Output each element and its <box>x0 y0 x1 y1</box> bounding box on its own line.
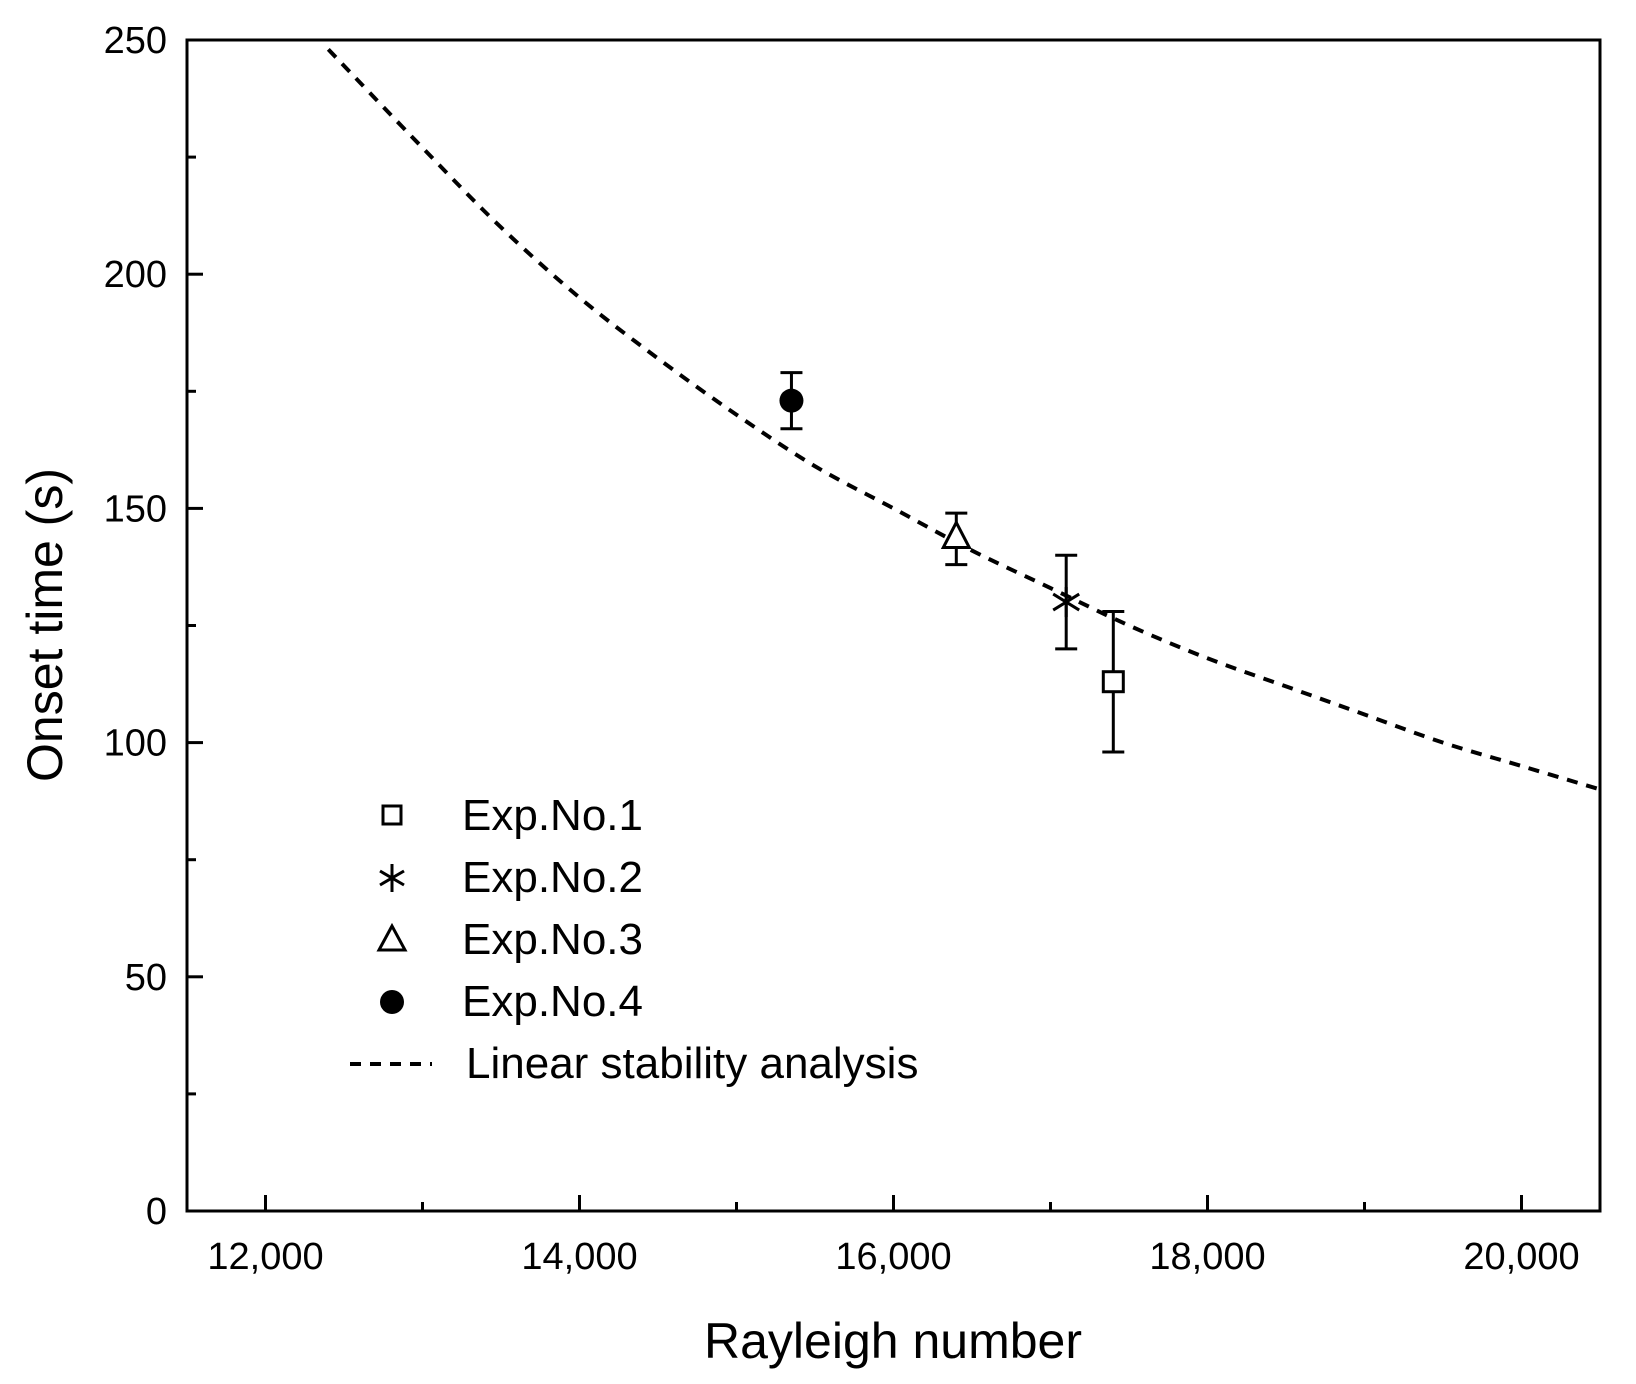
linear-stability-curve <box>326 47 1601 792</box>
y-tick-label: 50 <box>125 957 167 999</box>
data-point-Exp.No.3 <box>940 511 972 567</box>
data-point-Exp.No.4 <box>779 371 804 431</box>
plot-frame <box>185 38 1602 1213</box>
legend-item-exp1: Exp.No.1 <box>381 791 643 840</box>
marker-circle <box>779 388 804 413</box>
x-tick-label: 18,000 <box>1149 1236 1265 1278</box>
x-tick-label: 12,000 <box>207 1236 323 1278</box>
y-axis: 0 50 100 150 200 250 <box>104 20 203 1233</box>
legend: Exp.No.1 Exp.No.2 Exp.No.3 Exp.No.4 Line… <box>350 791 918 1088</box>
x-tick-label: 20,000 <box>1463 1236 1579 1278</box>
legend-item-exp2: Exp.No.2 <box>379 853 643 902</box>
x-tick-label: 14,000 <box>521 1236 637 1278</box>
marker-asterisk <box>1052 587 1080 618</box>
legend-item-curve: Linear stability analysis <box>350 1039 918 1088</box>
y-tick-label: 150 <box>104 488 167 530</box>
legend-marker-square <box>381 804 403 826</box>
legend-label-exp1: Exp.No.1 <box>462 791 643 840</box>
legend-marker-triangle <box>376 922 408 952</box>
legend-label-curve: Linear stability analysis <box>466 1039 918 1088</box>
legend-label-exp4: Exp.No.4 <box>462 977 643 1026</box>
legend-item-exp4: Exp.No.4 <box>380 977 643 1026</box>
legend-item-exp3: Exp.No.3 <box>376 915 643 964</box>
legend-marker-asterisk <box>379 864 405 892</box>
y-tick-label: 0 <box>146 1191 167 1233</box>
y-tick-label: 100 <box>104 723 167 765</box>
asterisk-stroke <box>1052 592 1080 612</box>
x-axis: 12,000 14,000 16,000 18,000 20,000 <box>207 1195 1580 1278</box>
legend-label-exp3: Exp.No.3 <box>462 915 643 964</box>
data-points <box>779 371 1125 754</box>
x-tick-label: 16,000 <box>835 1236 951 1278</box>
marker-square <box>1101 670 1125 694</box>
x-axis-title: Rayleigh number <box>704 1313 1082 1369</box>
y-tick-label: 250 <box>104 20 167 62</box>
y-tick-label: 200 <box>104 254 167 296</box>
legend-marker-circle <box>380 990 404 1014</box>
marker-triangle <box>940 519 972 550</box>
y-axis-title: Onset time (s) <box>17 468 73 782</box>
data-point-Exp.No.1 <box>1101 609 1125 754</box>
legend-label-exp2: Exp.No.2 <box>462 853 643 902</box>
data-point-Exp.No.2 <box>1052 553 1080 651</box>
